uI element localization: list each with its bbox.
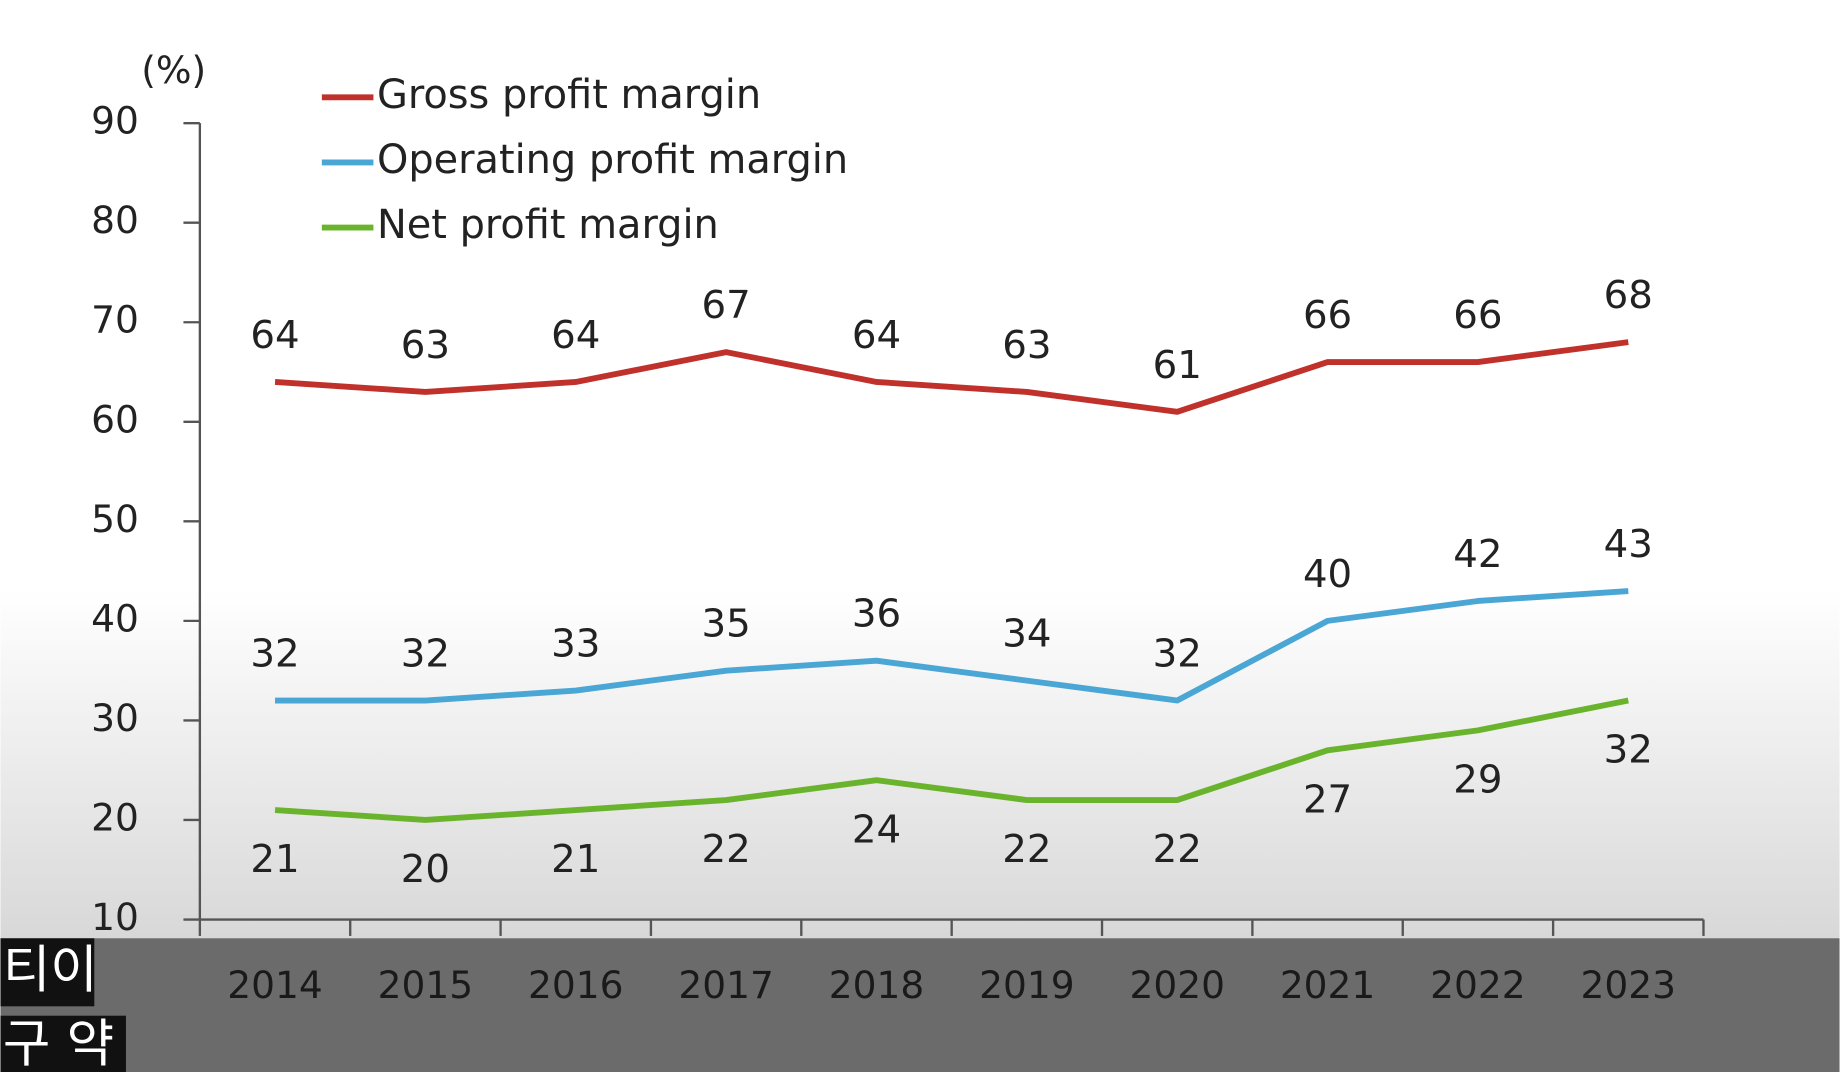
data-label: 32 [401, 631, 450, 676]
data-label: 22 [1153, 827, 1202, 872]
x-tick-label: 2015 [378, 963, 473, 1007]
data-label: 64 [852, 313, 901, 358]
video-bar [0, 938, 1840, 1072]
data-label: 21 [250, 837, 299, 882]
y-tick-label: 10 [91, 895, 139, 939]
data-label: 61 [1153, 343, 1202, 388]
data-label: 32 [1153, 631, 1202, 676]
caption-box [0, 938, 95, 1007]
data-label: 29 [1453, 757, 1502, 802]
data-label: 63 [401, 323, 450, 368]
legend-label: Operating profit margin [377, 137, 848, 183]
x-tick-label: 2018 [829, 963, 924, 1007]
data-label: 66 [1303, 293, 1352, 338]
legend-label: Gross profit margin [377, 72, 761, 118]
x-tick-label: 2017 [678, 963, 773, 1007]
data-label: 34 [1002, 612, 1051, 657]
x-tick-label: 2022 [1430, 963, 1525, 1007]
series-line [275, 588, 1629, 704]
y-tick-label: 60 [91, 397, 139, 441]
x-tick-label: 2016 [528, 963, 623, 1007]
data-label: 66 [1453, 293, 1502, 338]
x-tick-label: 2023 [1581, 963, 1676, 1007]
data-label: 63 [1002, 323, 1051, 368]
legend-label: Net profit margin [377, 202, 719, 248]
unit-label: (%) [141, 48, 206, 92]
data-label: 67 [702, 283, 751, 328]
series-line [274, 697, 1629, 823]
y-tick-label: 90 [91, 99, 139, 143]
y-tick-label: 70 [91, 298, 139, 342]
data-label: 32 [1604, 728, 1653, 773]
x-tick-label: 2020 [1129, 963, 1224, 1007]
data-label: 32 [250, 631, 299, 676]
data-label: 24 [852, 807, 901, 852]
x-tick-label: 2021 [1280, 963, 1375, 1007]
data-label: 68 [1604, 273, 1653, 318]
caption-box [0, 1015, 126, 1072]
data-label: 20 [401, 847, 450, 892]
data-label: 40 [1303, 552, 1352, 597]
data-label: 35 [702, 602, 751, 647]
y-tick-label: 50 [91, 497, 139, 541]
y-tick-label: 80 [91, 198, 139, 242]
y-tick-label: 30 [91, 696, 139, 740]
series-line [274, 339, 1629, 415]
data-label: 27 [1303, 777, 1352, 822]
data-label: 36 [852, 592, 901, 637]
y-tick-label: 20 [91, 795, 139, 839]
caption: 티이 [3, 940, 98, 1000]
x-tick-label: 2014 [227, 963, 322, 1007]
data-label: 42 [1453, 532, 1502, 577]
x-tick-label: 2019 [979, 963, 1074, 1007]
data-label: 22 [1002, 827, 1051, 872]
data-label: 64 [551, 313, 600, 358]
data-label: 21 [551, 837, 600, 882]
data-label: 33 [551, 622, 600, 667]
data-label: 64 [250, 313, 299, 358]
y-tick-label: 40 [91, 596, 139, 640]
data-label: 43 [1604, 522, 1653, 567]
caption: 구 약 [3, 1014, 114, 1072]
data-label: 22 [702, 827, 751, 872]
